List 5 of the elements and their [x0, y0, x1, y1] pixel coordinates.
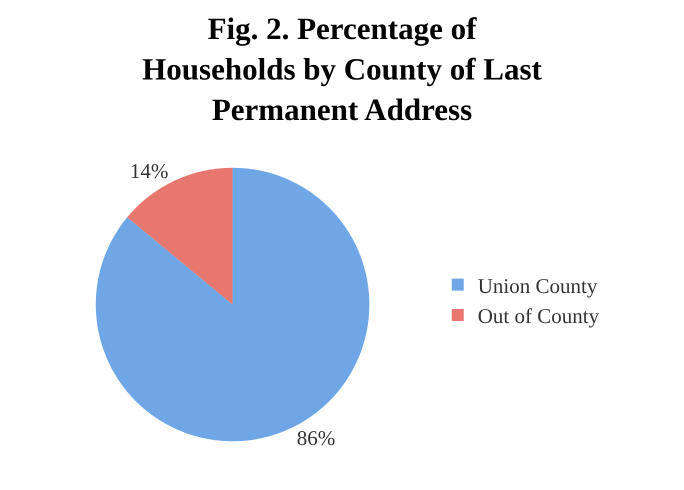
chart-title: Fig. 2. Percentage of Households by County of Last Permanent Address	[142, 11, 543, 127]
data-label: 14%	[130, 158, 168, 183]
legend-label: Out of County	[478, 304, 600, 328]
data-label: 86%	[296, 426, 336, 450]
legend-label: Union County	[478, 274, 598, 298]
